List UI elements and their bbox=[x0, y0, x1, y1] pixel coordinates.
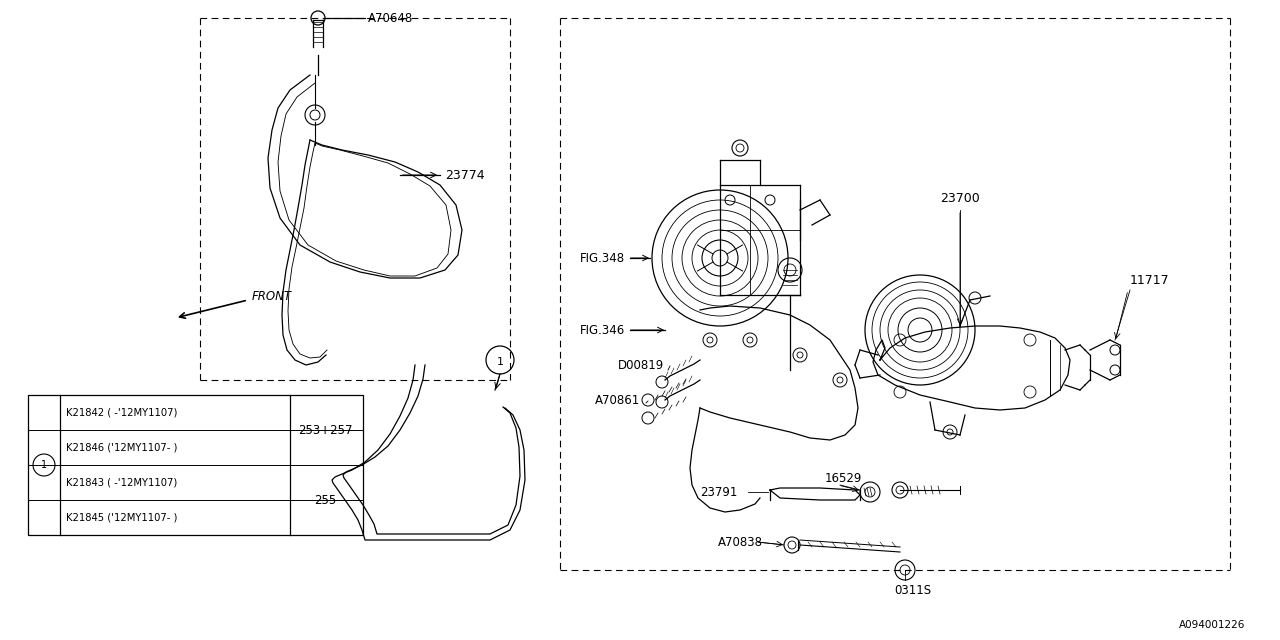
Text: A70648: A70648 bbox=[369, 12, 413, 24]
Text: 16529: 16529 bbox=[826, 472, 863, 484]
Text: K21845 ('12MY1107- ): K21845 ('12MY1107- ) bbox=[67, 512, 178, 522]
Text: 23791: 23791 bbox=[700, 486, 737, 499]
Text: A70861: A70861 bbox=[595, 394, 640, 406]
Text: 0311S: 0311S bbox=[893, 584, 931, 596]
Text: FIG.346: FIG.346 bbox=[580, 323, 625, 337]
Text: K21843 ( -'12MY1107): K21843 ( -'12MY1107) bbox=[67, 477, 177, 487]
Text: K21842 ( -'12MY1107): K21842 ( -'12MY1107) bbox=[67, 407, 178, 417]
Text: A70838: A70838 bbox=[718, 536, 763, 548]
Text: 1: 1 bbox=[41, 460, 47, 470]
Text: 255: 255 bbox=[314, 493, 337, 506]
Text: A094001226: A094001226 bbox=[1179, 620, 1245, 630]
Text: 11717: 11717 bbox=[1130, 273, 1170, 287]
Text: FRONT: FRONT bbox=[252, 289, 292, 303]
Text: 23700: 23700 bbox=[940, 191, 979, 205]
Text: 23774: 23774 bbox=[445, 168, 485, 182]
Text: FIG.348: FIG.348 bbox=[580, 252, 625, 264]
Text: K21846 ('12MY1107- ): K21846 ('12MY1107- ) bbox=[67, 442, 178, 452]
Text: 1: 1 bbox=[497, 357, 503, 367]
Text: 253+257: 253+257 bbox=[298, 424, 352, 436]
Bar bbox=[28, 395, 364, 535]
Text: D00819: D00819 bbox=[618, 358, 664, 371]
